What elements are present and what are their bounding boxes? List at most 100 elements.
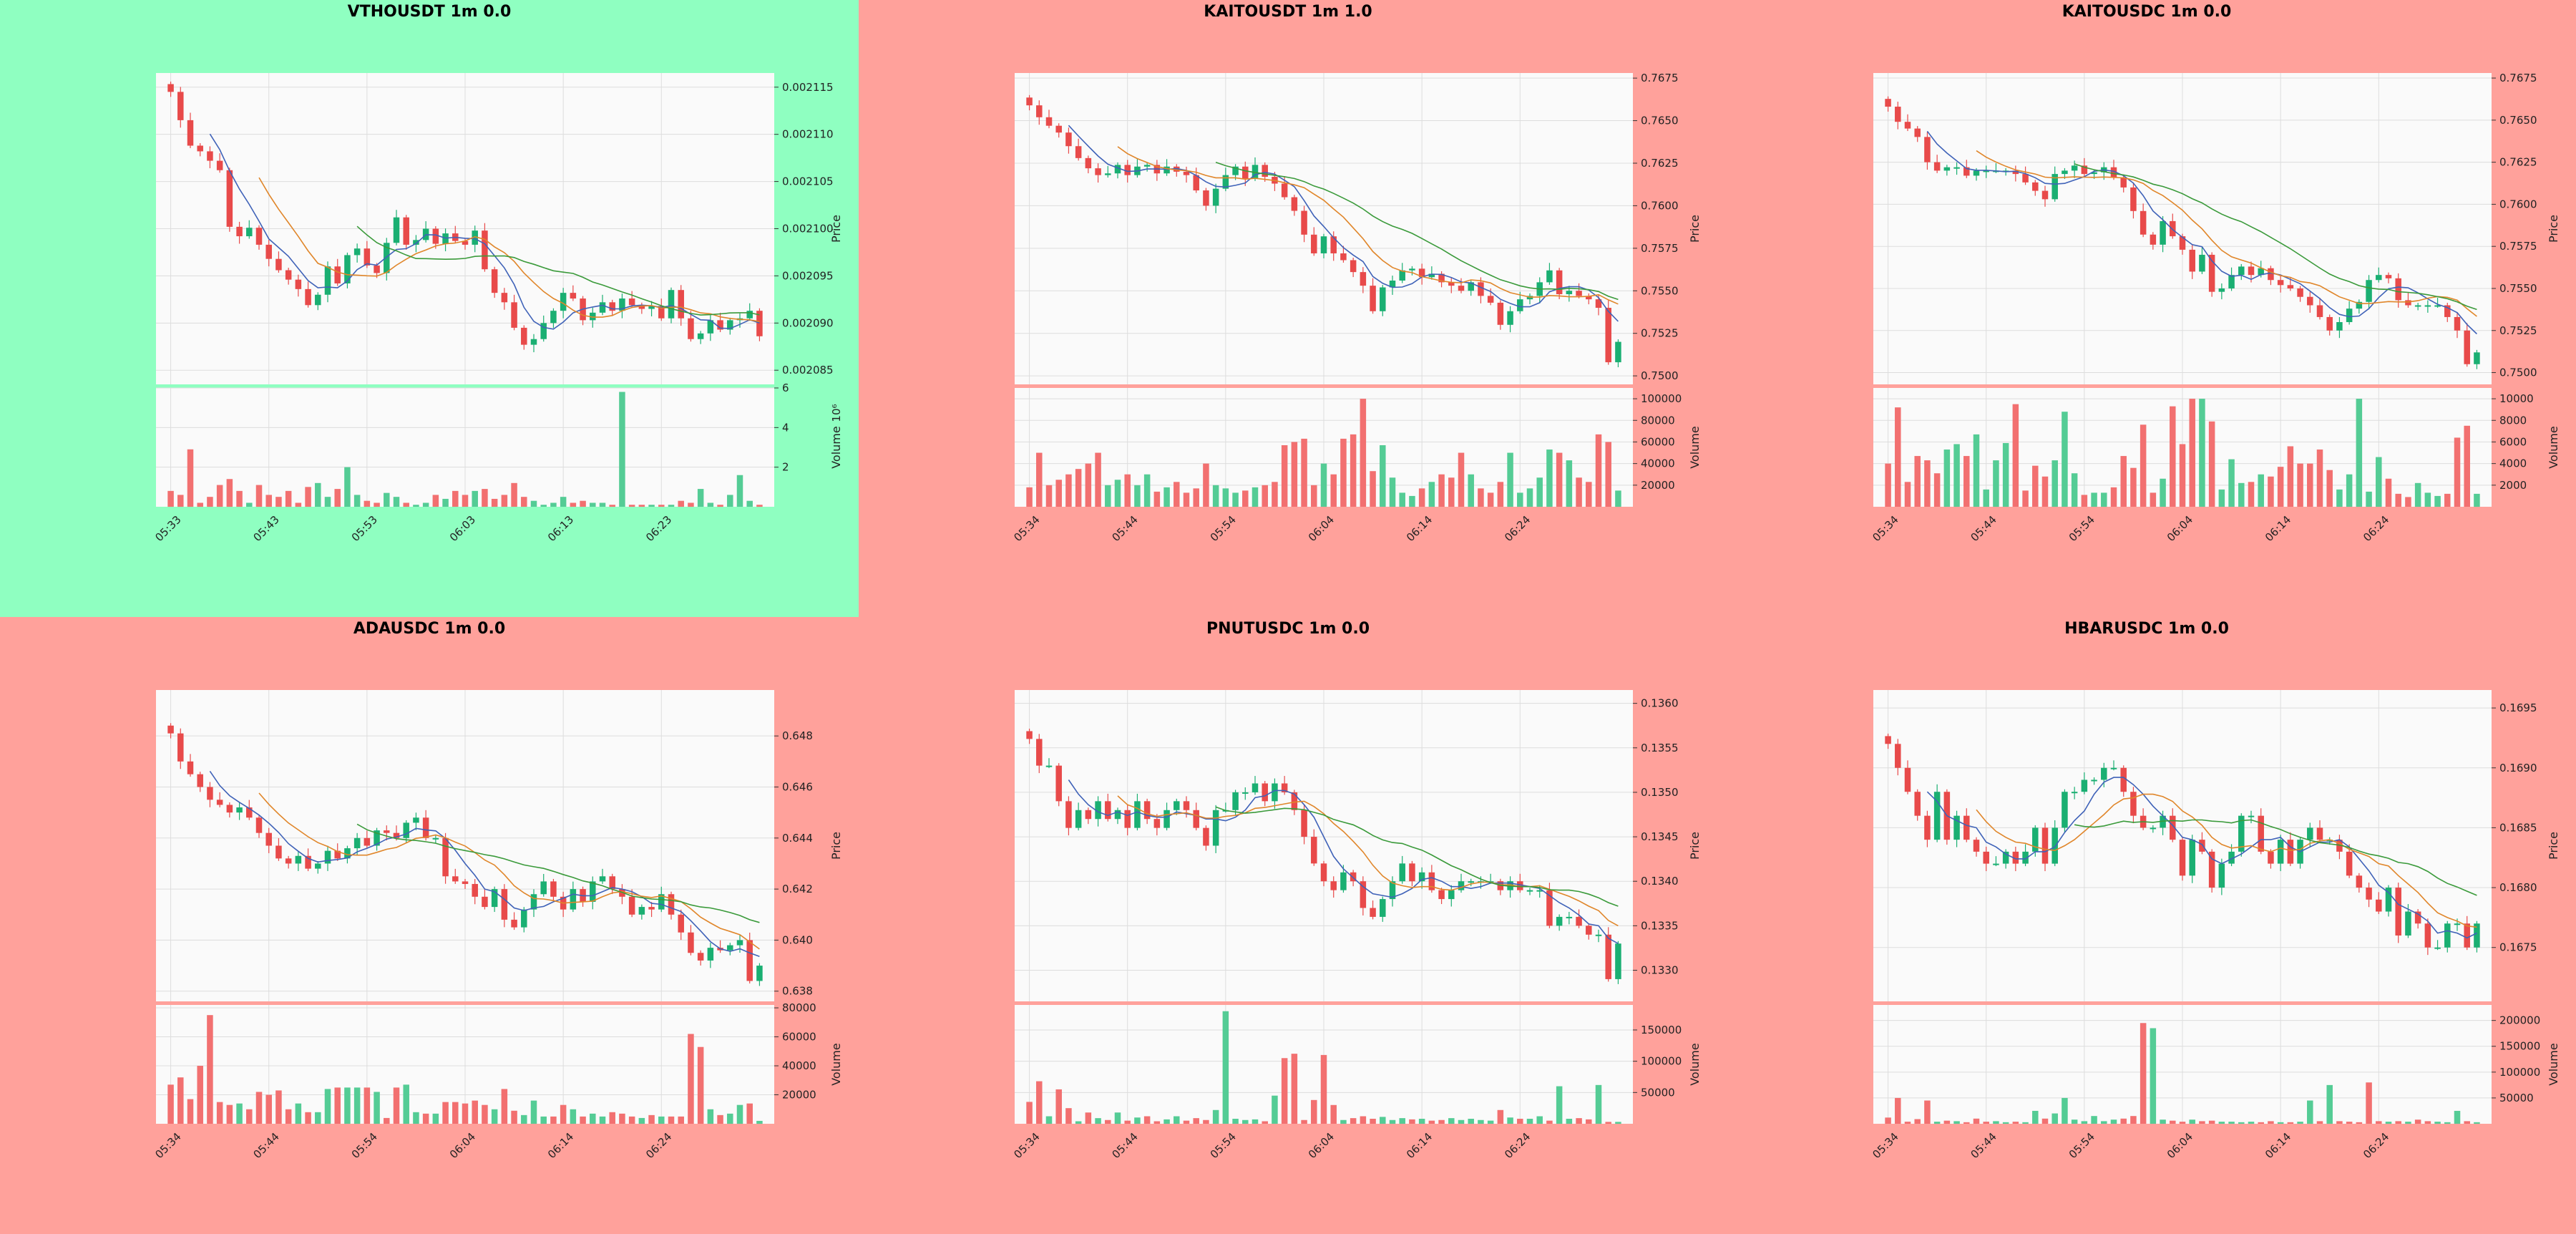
volume-bar xyxy=(1360,399,1367,507)
candle-body xyxy=(736,940,743,946)
candle-body xyxy=(2110,167,2117,178)
candle-body xyxy=(1458,881,1465,890)
candle-body xyxy=(393,832,400,838)
volume-bar xyxy=(1252,1119,1259,1124)
volume-bar xyxy=(1212,1109,1219,1124)
volume-bar xyxy=(2051,460,2058,507)
volume-bar xyxy=(1075,1121,1082,1124)
candle-body xyxy=(2208,851,2215,888)
volume-bar xyxy=(403,502,409,507)
volume-bar xyxy=(2287,446,2294,507)
volume-bar xyxy=(1252,487,1259,507)
candle-body xyxy=(482,230,488,270)
volume-bar xyxy=(207,497,213,507)
volume-bar xyxy=(442,1102,449,1124)
volume-bar xyxy=(236,1103,243,1124)
volume-bar xyxy=(2248,482,2255,507)
candle-body xyxy=(1114,810,1121,820)
chart-panel-pnutusdc: PNUTUSDC 1m 0.0 05:34 05:44 05:54 06:04 06:14… xyxy=(859,617,1717,1234)
candle-body xyxy=(1281,783,1288,792)
volume-axis-label: Volume xyxy=(1688,426,1702,469)
candle-body xyxy=(2434,947,2441,949)
volume-bar xyxy=(580,500,586,507)
volume-bar xyxy=(2385,478,2392,507)
volume-bar xyxy=(2385,1122,2392,1124)
candle-body xyxy=(599,876,606,882)
volume-bar xyxy=(2199,399,2205,507)
volume-bar xyxy=(1904,1122,1911,1124)
chart-title: PNUTUSDC 1m 0.0 xyxy=(1206,620,1370,638)
volume-bar xyxy=(2336,489,2343,507)
candle-body xyxy=(1448,890,1455,900)
volume-bar xyxy=(599,502,606,507)
candle-body xyxy=(1065,132,1072,147)
candle-body xyxy=(1399,270,1405,281)
volume-bar xyxy=(1026,487,1033,507)
candle-body xyxy=(1262,783,1268,802)
candle-body xyxy=(2160,815,2166,828)
volume-bar xyxy=(550,502,557,507)
volume-bar xyxy=(1350,434,1357,507)
volume-tick-label: 100000 xyxy=(1641,1055,1682,1068)
price-axis-label: Price xyxy=(1688,832,1702,860)
volume-bar xyxy=(628,1116,635,1124)
candle-body xyxy=(638,305,645,309)
volume-bar xyxy=(452,490,459,507)
ma-mid-line xyxy=(258,792,760,950)
volume-bar xyxy=(2189,1119,2195,1124)
volume-bar xyxy=(570,1109,577,1124)
volume-bar xyxy=(472,1100,478,1124)
volume-bar xyxy=(1497,1109,1504,1124)
volume-bar xyxy=(1262,1121,1268,1124)
volume-bar xyxy=(2199,1121,2205,1124)
candle-body xyxy=(1933,162,1941,171)
volume-bar xyxy=(2002,442,2009,507)
candle-body xyxy=(2170,815,2176,840)
volume-bar xyxy=(275,497,282,507)
volume-axis-label: Volume xyxy=(829,1043,843,1086)
candle-body xyxy=(207,787,213,800)
volume-bar xyxy=(1311,485,1317,507)
volume-bar xyxy=(2376,1121,2382,1124)
volume-bar xyxy=(2170,1120,2176,1124)
ma-fast-line xyxy=(1068,779,1619,944)
volume-bar xyxy=(334,1087,341,1124)
candle-body xyxy=(275,845,282,859)
price-tick-label: 0.7600 xyxy=(1641,199,1679,212)
volume-bar xyxy=(2062,1097,2068,1124)
volume-bar xyxy=(374,1092,380,1124)
volume-bar xyxy=(2179,1122,2186,1124)
ma-slow-line xyxy=(2074,163,2477,311)
price-axis-label: Price xyxy=(2547,832,2560,860)
candle-body xyxy=(1895,107,1901,122)
volume-bar xyxy=(2277,1122,2284,1124)
candle-body xyxy=(1448,282,1455,286)
chart-svg: HBARUSDC 1m 0.005:34 05:44 05:54 06:04 06:14… xyxy=(1717,617,2576,1234)
candle-body xyxy=(1163,166,1170,174)
volume-bar xyxy=(580,1116,586,1124)
volume-bar xyxy=(590,1113,596,1124)
volume-bar xyxy=(265,1094,272,1124)
candle-body xyxy=(2238,815,2245,852)
volume-bar xyxy=(374,502,380,507)
chart-svg: KAITOUSDT 1m 1.005:34 05:44 05:54 06:04 06:1… xyxy=(859,0,1717,617)
candle-body xyxy=(2307,827,2313,840)
chart-panel-vthousdt: VTHOUSDT 1m 0.0 05:33 05:43 05:53 06:03 06:13… xyxy=(0,0,859,617)
volume-bar xyxy=(727,1113,733,1124)
volume-axis-label: Volume xyxy=(2547,426,2560,469)
volume-bar xyxy=(2081,495,2088,507)
price-tick-label: 0.002095 xyxy=(782,269,834,282)
candle-body xyxy=(393,217,400,243)
candle-body xyxy=(590,881,596,902)
volume-bar xyxy=(167,1084,174,1124)
volume-bar xyxy=(1885,1117,1891,1124)
volume-bar xyxy=(2012,404,2019,507)
volume-bar xyxy=(1203,1119,1209,1124)
price-tick-label: 0.1330 xyxy=(1641,964,1679,977)
volume-bar xyxy=(255,1092,263,1124)
volume-bar xyxy=(746,1103,753,1124)
volume-bar xyxy=(393,1087,400,1124)
candle-body xyxy=(344,255,351,283)
candle-body xyxy=(2012,851,2019,864)
volume-bar xyxy=(1389,1119,1396,1124)
